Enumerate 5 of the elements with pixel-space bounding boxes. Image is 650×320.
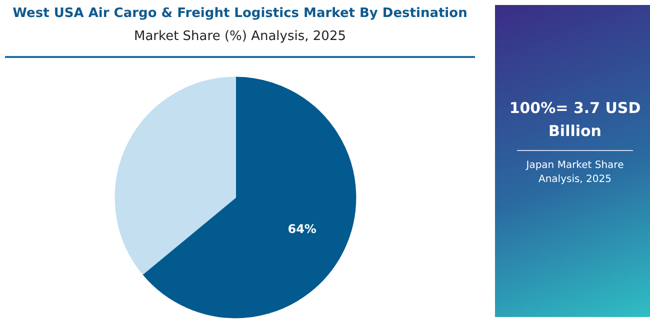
chart-subtitle: Market Share (%) Analysis, 2025: [132, 28, 347, 46]
text: 100%= 3.7 USD Billion: [508, 98, 642, 142]
data-label: 64%: [288, 222, 316, 236]
text: Japan Market Share Analysis, 2025: [524, 159, 625, 188]
chart-title: West USA Air Cargo & Freight Logistics Market By Destination: [12, 5, 468, 23]
